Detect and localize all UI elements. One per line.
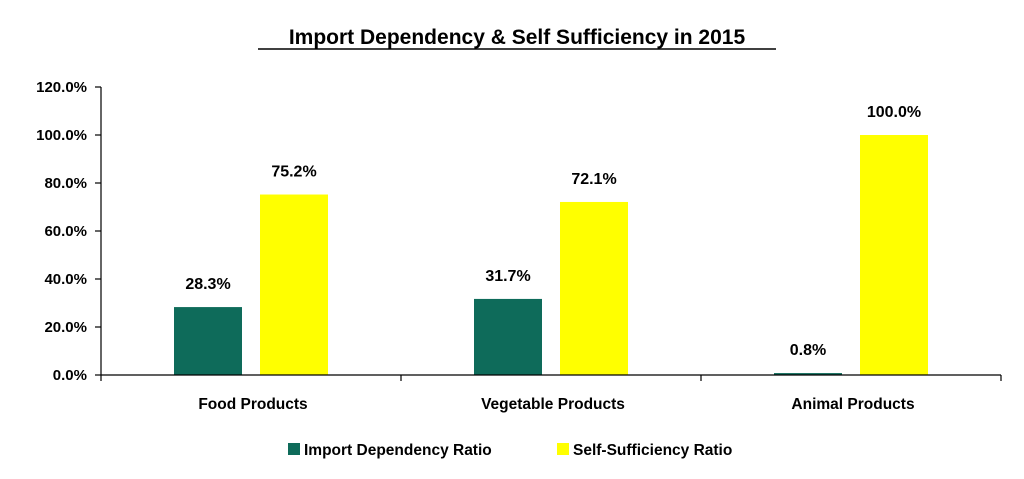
data-label: 72.1%: [571, 171, 616, 188]
y-tick-label: 40.0%: [44, 271, 87, 288]
legend-swatch: [288, 443, 300, 455]
plot-area: 0.0% 20.0% 40.0% 60.0% 80.0% 100.0% 120.0% 28.3…: [36, 79, 1002, 413]
y-tick-label: 60.0%: [44, 223, 87, 240]
data-label: 0.8%: [790, 342, 826, 359]
bar-self-sufficiency: [560, 201, 628, 375]
bar-import-dependency: [774, 373, 842, 375]
y-tick-label: 120.0%: [36, 79, 87, 96]
data-label: 31.7%: [485, 268, 530, 285]
y-tick-label: 20.0%: [44, 319, 87, 336]
data-label: 100.0%: [867, 104, 921, 121]
x-category-label: Vegetable Products: [481, 396, 625, 413]
x-category-label: Animal Products: [791, 396, 914, 413]
chart-title: Import Dependency & Self Sufficiency in …: [289, 26, 746, 49]
data-label: 75.2%: [271, 164, 316, 181]
legend-swatch: [557, 443, 569, 455]
bar-self-sufficiency: [260, 194, 328, 375]
bar-self-sufficiency: [860, 135, 928, 375]
legend: Import Dependency Ratio Self-Sufficiency …: [288, 442, 732, 459]
legend-label: Self-Sufficiency Ratio: [573, 442, 732, 459]
y-tick-label: 100.0%: [36, 127, 87, 144]
chart-title-group: Import Dependency & Self Sufficiency in …: [258, 26, 776, 50]
data-label: 28.3%: [185, 276, 230, 293]
x-category-label: Food Products: [198, 396, 307, 413]
bar-import-dependency: [174, 307, 242, 375]
y-tick-label: 0.0%: [53, 367, 87, 384]
y-tick-label: 80.0%: [44, 175, 87, 192]
bar-import-dependency: [474, 298, 542, 375]
legend-label: Import Dependency Ratio: [304, 442, 492, 459]
